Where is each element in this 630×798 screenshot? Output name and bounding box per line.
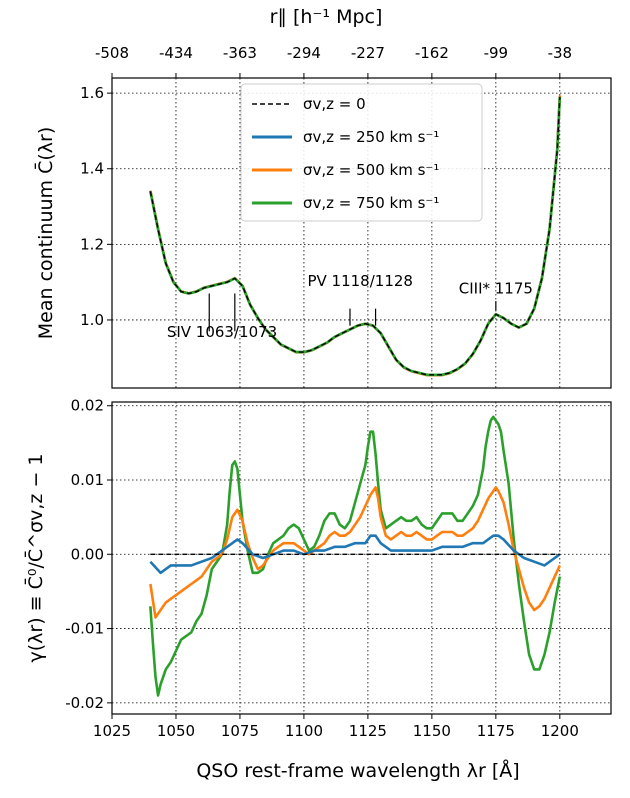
top-annotations: SIV 1063/1073 PV 1118/1128 CIII* 1175 — [167, 272, 533, 341]
top-x-tick-label: -162 — [415, 44, 449, 62]
annotation-label: SIV 1063/1073 — [167, 323, 277, 341]
top-x-tick-label: -38 — [548, 44, 573, 62]
legend-entry: σv,z = 500 km s⁻¹ — [303, 161, 439, 179]
bottom-y-tick-label: 0.00 — [71, 545, 104, 563]
bottom-x-tick-label: 1175 — [477, 722, 515, 740]
bottom-x-tick-label: 1125 — [349, 722, 387, 740]
bottom-y-label: γ(λr) ≡ C̄⁰/C̄^σv,z − 1 — [23, 454, 47, 663]
legend-box — [240, 83, 483, 222]
legend-entry: σv,z = 0 — [303, 95, 366, 113]
bottom-grid — [111, 402, 611, 714]
bottom-panel: -0.02-0.010.000.010.02 1025 1050 1075 1100 1… — [23, 397, 612, 782]
top-x-tick-label: -508 — [95, 44, 129, 62]
legend-entry: σv,z = 750 km s⁻¹ — [303, 194, 439, 212]
bottom-x-tick-label: 1050 — [157, 722, 195, 740]
top-x-tick-label: -227 — [351, 44, 385, 62]
top-x-tick-label: -294 — [287, 44, 321, 62]
top-x-tick-label: -363 — [223, 44, 257, 62]
bottom-series-line — [149, 486, 562, 619]
bottom-x-tick-label: 1100 — [285, 722, 323, 740]
top-y-tick-label: 1.6 — [80, 84, 104, 102]
bottom-series-line — [149, 534, 561, 575]
bottom-x-ticks: 1025 1050 1075 1100 1125 1150 1175 1200 — [93, 714, 579, 740]
bottom-x-tick-label: 1075 — [221, 722, 259, 740]
bottom-x-label: QSO rest-frame wavelength λr [Å] — [196, 759, 519, 782]
bottom-y-tick-label: 0.01 — [71, 471, 104, 489]
bottom-curves — [149, 415, 562, 697]
top-y-tick-label: 1.2 — [80, 235, 104, 253]
bottom-x-tick-label: 1150 — [413, 722, 451, 740]
top-y-tick-label: 1.0 — [80, 311, 104, 329]
bottom-x-tick-label: 1200 — [541, 722, 579, 740]
top-x-tick-label: -434 — [159, 44, 193, 62]
bottom-y-tick-label: 0.02 — [71, 397, 104, 415]
top-series-line — [149, 96, 561, 376]
legend-items: σv,z = 0 σv,z = 250 km s⁻¹ σv,z = 500 km s… — [252, 95, 439, 212]
legend-entry: σv,z = 250 km s⁻¹ — [303, 128, 439, 146]
bottom-y-ticks: -0.02 -0.01 0.00 0.01 0.02 — [65, 397, 112, 712]
bottom-plot-frame — [111, 401, 612, 715]
bottom-series-line — [149, 415, 562, 697]
annotation-label: CIII* 1175 — [459, 279, 533, 297]
top-x-tick-label: -99 — [484, 44, 509, 62]
top-secondary-x-label: r∥ [h⁻¹ Mpc] — [270, 6, 383, 28]
top-curves — [149, 95, 562, 377]
top-secondary-x-ticks: -508 -434 -363 -294 -227 -162 -99 -38 — [95, 44, 572, 78]
top-y-tick-label: 1.4 — [80, 160, 104, 178]
top-plot-frame — [111, 77, 612, 389]
bottom-x-tick-label: 1025 — [93, 722, 131, 740]
top-y-label: Mean continuum C̄(λr) — [33, 127, 57, 339]
legend: σv,z = 0 σv,z = 250 km s⁻¹ σv,z = 500 km s… — [240, 83, 483, 222]
bottom-y-tick-label: -0.02 — [65, 694, 104, 712]
bottom-y-tick-label: -0.01 — [65, 620, 104, 638]
annotation-label: PV 1118/1128 — [307, 272, 412, 290]
top-y-ticks: 1.0 1.2 1.4 1.6 — [80, 84, 112, 329]
